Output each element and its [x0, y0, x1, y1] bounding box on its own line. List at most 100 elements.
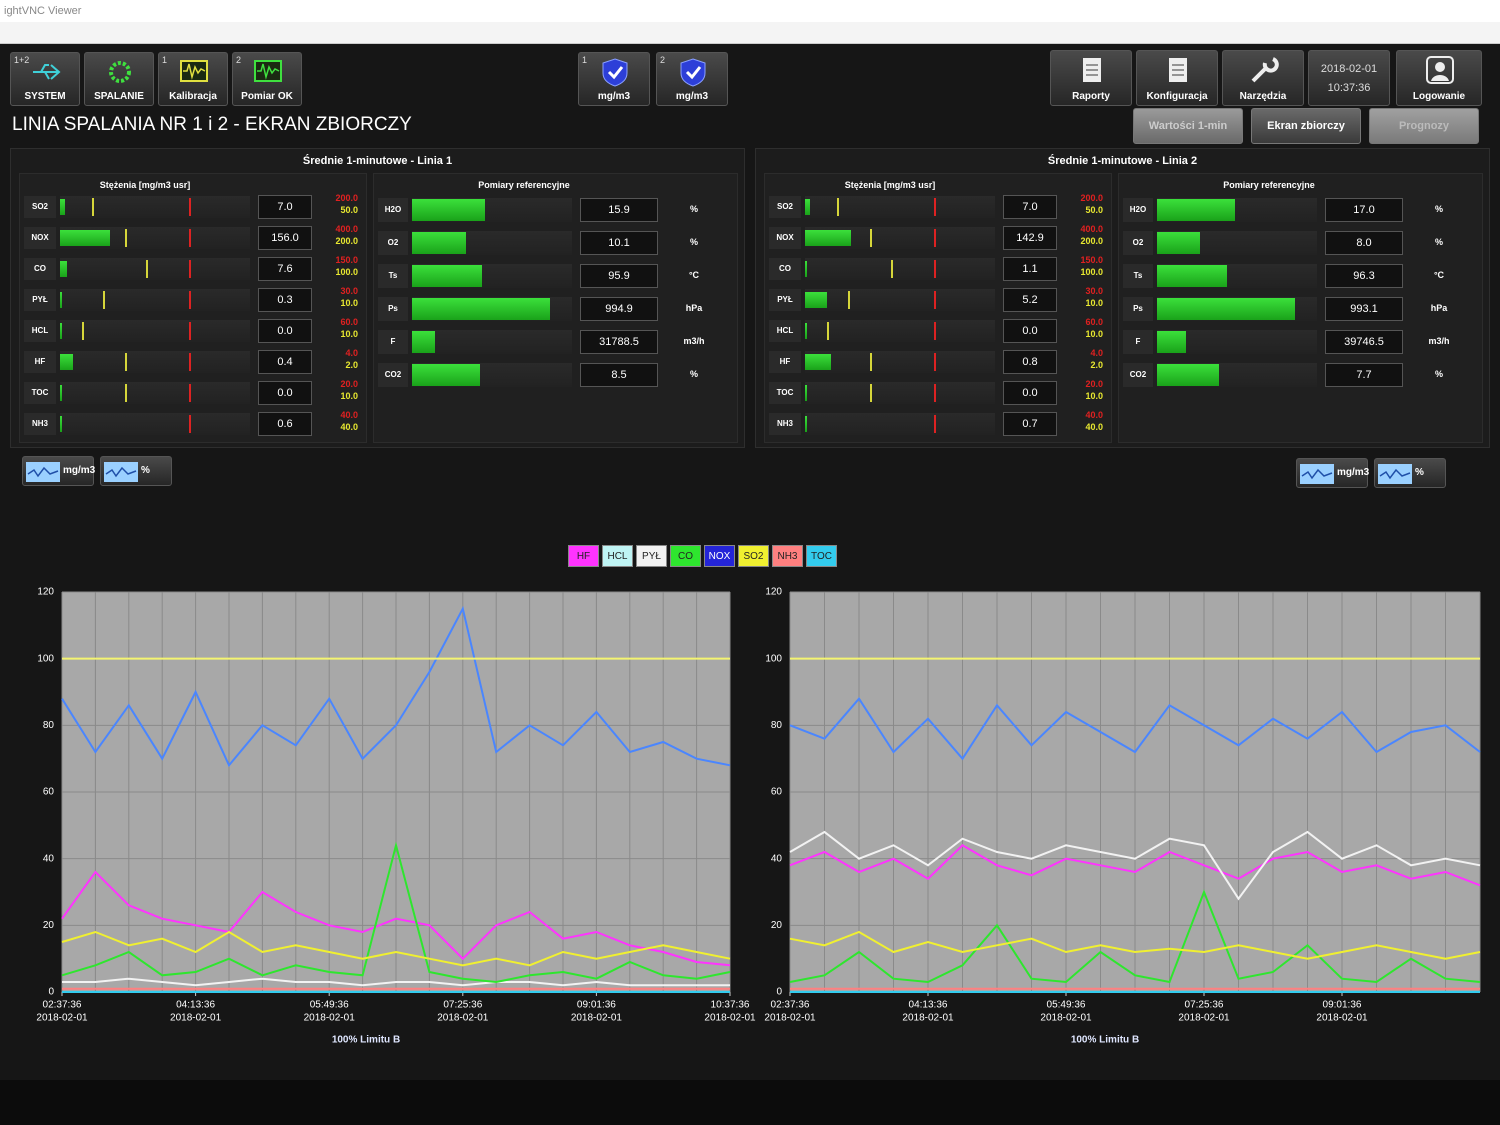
level-bar	[412, 331, 436, 353]
icon	[180, 60, 208, 82]
concentrations-panel: Stężenia [mg/m3 usr] SO2 7.0 200.0 50.0 NOX 15…	[19, 173, 367, 443]
level-bar	[1157, 265, 1228, 287]
x-tick-date: 2018-02-01	[170, 1013, 222, 1024]
high-limit-marker	[934, 229, 937, 247]
series-line	[789, 844, 1481, 887]
level-track	[60, 413, 250, 435]
button-label: Kalibracja	[169, 91, 217, 102]
unit-toggle[interactable]: %	[100, 456, 172, 486]
level-track	[60, 196, 250, 218]
header-button[interactable]: 1+2 SYSTEM	[10, 52, 80, 106]
level-track	[805, 258, 995, 280]
icon	[254, 60, 282, 82]
series-line	[61, 605, 731, 768]
level-track	[805, 351, 995, 373]
window-titlebar: ightVNC Viewer	[0, 0, 1500, 22]
icon	[602, 58, 628, 87]
high-limit-marker	[189, 291, 192, 309]
low-limit-marker	[124, 384, 127, 402]
tab-button[interactable]: Wartości 1-min	[1133, 108, 1243, 144]
level-bar	[412, 298, 551, 320]
level-track	[805, 196, 995, 218]
legend-button[interactable]: SO2	[738, 545, 769, 567]
legend-button[interactable]: NH3	[772, 545, 803, 567]
button-label: Raporty	[1072, 91, 1110, 102]
level-track	[412, 297, 572, 321]
row-name: CO2	[378, 363, 408, 387]
legend-button[interactable]: HF	[568, 545, 599, 567]
gear	[109, 61, 131, 83]
unit-toggle[interactable]: mg/m3	[22, 456, 95, 486]
value-box: 0.3	[258, 288, 312, 312]
low-limit-marker	[92, 198, 95, 216]
header-button[interactable]: 1 Kalibracja	[158, 52, 228, 106]
value-box: 8.5	[580, 363, 658, 387]
series-line	[789, 830, 1481, 901]
level-track	[60, 227, 250, 249]
value-box: 994.9	[580, 297, 658, 321]
legend-button[interactable]: HCL	[602, 545, 633, 567]
limit-high: 200.0	[1080, 193, 1103, 203]
level-bar	[60, 323, 62, 339]
limit-low: 10.0	[340, 329, 358, 339]
limit-high: 4.0	[1090, 348, 1103, 358]
toggle-wave	[1301, 468, 1333, 480]
row-name: F	[378, 330, 408, 354]
y-tick-label: 20	[43, 920, 55, 931]
limit-high: 200.0	[335, 193, 358, 203]
limit-low: 10.0	[340, 391, 358, 401]
y-tick-label: 40	[771, 853, 783, 864]
icon	[33, 64, 61, 80]
header-button[interactable]: 2 Pomiar OK	[232, 52, 302, 106]
x-tick-date: 2018-02-01	[902, 1013, 954, 1024]
x-tick-date: 2018-02-01	[36, 1013, 88, 1024]
low-limit-marker	[103, 291, 106, 309]
series-line	[61, 841, 731, 984]
level-track	[805, 289, 995, 311]
limit-high: 60.0	[340, 317, 358, 327]
low-limit-marker	[146, 260, 149, 278]
y-tick-label: 40	[43, 853, 55, 864]
status-button[interactable]: 2 mg/m3	[656, 52, 728, 106]
tab-button[interactable]: Prognozy	[1369, 108, 1479, 144]
value-box: 1.1	[1003, 257, 1057, 281]
header-button[interactable]: SPALANIE	[84, 52, 154, 106]
button-label: Narzędzia	[1239, 91, 1287, 102]
x-tick-label: 09:01:36	[577, 1000, 616, 1011]
row-name: CO	[24, 258, 56, 280]
unit-toggle[interactable]: %	[1374, 458, 1446, 488]
level-track	[805, 227, 995, 249]
status-button[interactable]: 1 mg/m3	[578, 52, 650, 106]
row-name: TOC	[24, 382, 56, 404]
level-bar	[60, 199, 65, 215]
page-title: LINIA SPALANIA NR 1 i 2 - EKRAN ZBIORCZY	[12, 114, 412, 135]
level-track	[412, 231, 572, 255]
menu-button[interactable]: Raporty	[1050, 50, 1132, 106]
wave	[183, 63, 206, 80]
legend-button[interactable]: PYŁ	[636, 545, 667, 567]
icon	[104, 462, 138, 482]
menu-button[interactable]: Konfiguracja	[1136, 50, 1218, 106]
legend-button[interactable]: TOC	[806, 545, 837, 567]
row-name: Ps	[378, 297, 408, 321]
login-button[interactable]: Logowanie	[1396, 50, 1482, 106]
x-tick-label: 04:13:36	[909, 1000, 948, 1011]
level-bar	[60, 385, 62, 401]
limit-low: 200.0	[335, 236, 358, 246]
series-line	[789, 930, 1481, 960]
legend-button[interactable]: CO	[670, 545, 701, 567]
unit: °C	[1433, 270, 1445, 280]
low-limit-marker	[81, 322, 84, 340]
limit-high: 4.0	[345, 348, 358, 358]
value-box: 39746.5	[1325, 330, 1403, 354]
reference-panel: Pomiary referencyjne H2O 15.9% O2 10.1% Ts 95.…	[373, 173, 738, 443]
menu-button[interactable]: Narzędzia	[1222, 50, 1304, 106]
high-limit-marker	[189, 322, 192, 340]
series-line	[789, 889, 1481, 984]
unit-toggle[interactable]: mg/m3	[1296, 458, 1369, 488]
value-box: 0.0	[1003, 319, 1057, 343]
tab-button[interactable]: Ekran zbiorczy	[1251, 108, 1361, 144]
level-track	[1157, 330, 1317, 354]
series-line	[62, 977, 730, 987]
legend-button[interactable]: NOX	[704, 545, 735, 567]
